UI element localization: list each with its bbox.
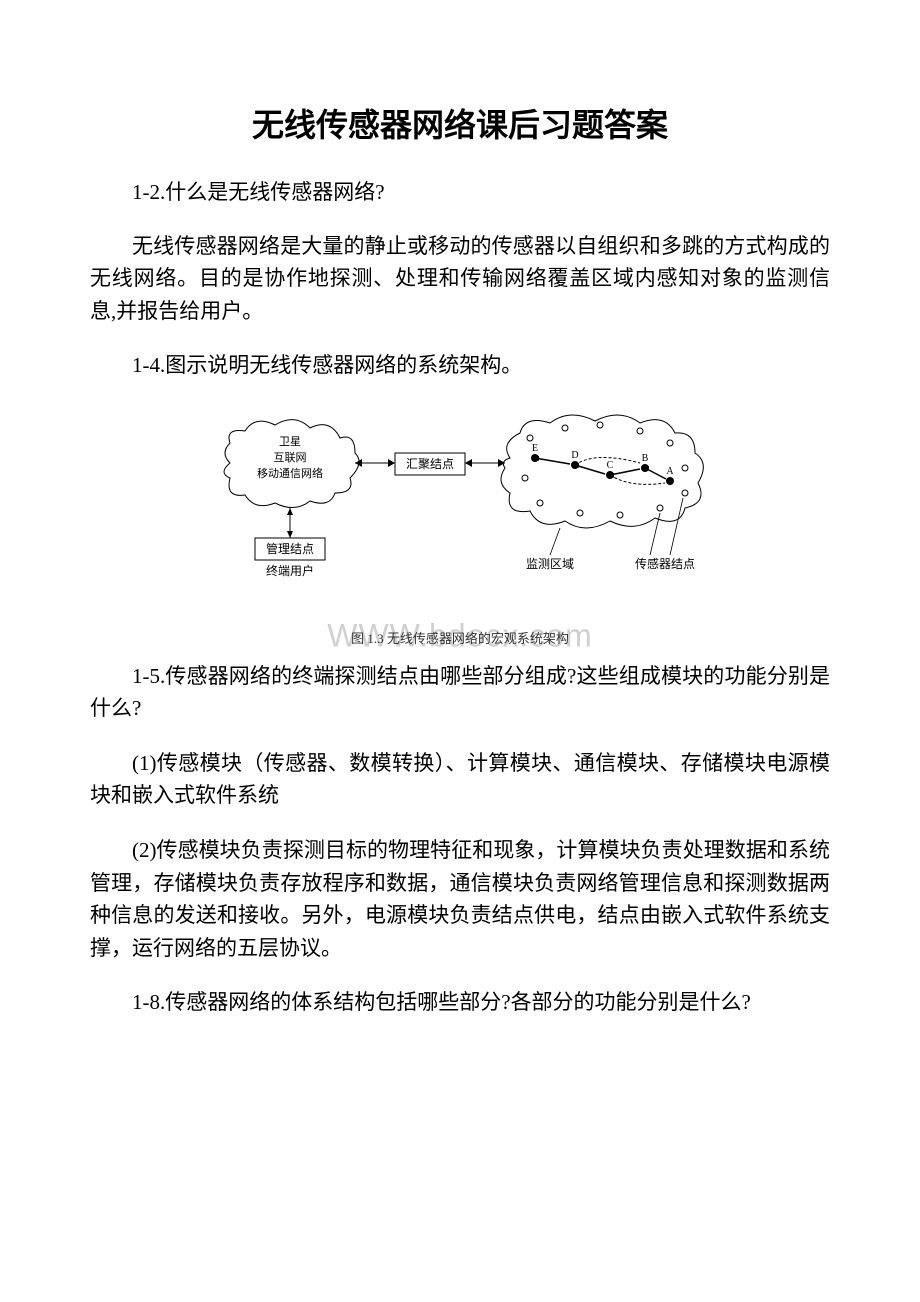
sensor-node	[657, 505, 663, 511]
label-pointer	[650, 513, 660, 555]
cloud-text-3: 移动通信网络	[257, 466, 323, 480]
sensor-node	[682, 490, 688, 496]
monitor-label: 监测区域	[526, 557, 574, 571]
sensor-node	[637, 428, 643, 434]
node-e-label: E	[532, 443, 538, 454]
sensor-node	[522, 475, 528, 481]
arrow-head-1	[388, 459, 395, 467]
question-1-8: 1-8.传感器网络的体系结构包括哪些部分?各部分的功能分别是什么?	[90, 986, 830, 1019]
node-b-label: B	[642, 453, 649, 464]
label-pointer	[550, 528, 560, 555]
answer-1-2: 无线传感器网络是大量的静止或移动的传感器以自组织和多跳的方式构成的无线网络。目的…	[90, 230, 830, 328]
node-a-label: A	[666, 466, 674, 477]
answer-1-5-p2: (2)传感模块负责探测目标的物理特征和现象，计算模块负责处理数据和系统管理，存储…	[90, 834, 830, 964]
sensor-node	[682, 465, 688, 471]
sensor-node	[537, 500, 543, 506]
alt-path	[610, 475, 665, 484]
node-d-label: D	[571, 450, 578, 461]
answer-1-5-p1: (1)传感模块（传感器、数模转换）、计算模块、通信模块、存储模块电源模块和嵌入式…	[90, 747, 830, 812]
diagram-caption: 图 1.3 无线传感器网络的宏观系统架构	[90, 628, 830, 647]
node-c-label: C	[607, 460, 614, 471]
label-pointer	[670, 498, 683, 555]
sensor-label: 传感器结点	[635, 556, 695, 571]
path-node-a	[666, 477, 674, 485]
sensor-node	[577, 510, 583, 516]
arrow-head-4	[465, 459, 472, 467]
sensor-node	[562, 425, 568, 431]
path-line	[610, 469, 640, 475]
sensor-node	[617, 512, 623, 518]
system-architecture-diagram: 卫星 互联网 移动通信网络 汇聚结点	[200, 403, 720, 633]
sensor-node	[527, 435, 533, 441]
mgmt-arrow-up	[287, 508, 293, 515]
diagram-svg: 卫星 互联网 移动通信网络 汇聚结点	[200, 403, 720, 603]
cloud-text-2: 互联网	[274, 451, 307, 464]
question-1-5: 1-5.传感器网络的终端探测结点由哪些部分组成?这些组成模块的功能分别是什么?	[90, 660, 830, 725]
sensor-node	[597, 422, 603, 428]
sensor-node	[667, 440, 673, 446]
path-line	[575, 465, 605, 474]
path-line	[535, 458, 570, 464]
question-1-4: 1-4.图示说明无线传感器网络的系统架构。	[90, 349, 830, 383]
mgmt-label: 管理结点	[266, 541, 314, 556]
terminal-label: 终端用户	[266, 563, 314, 578]
cloud-text-1: 卫星	[279, 435, 301, 448]
hub-label: 汇聚结点	[406, 457, 454, 471]
page-title: 无线传感器网络课后习题答案	[90, 100, 830, 146]
question-1-2: 1-2.什么是无线传感器网络?	[90, 176, 830, 210]
mgmt-arrow-down	[287, 531, 293, 538]
